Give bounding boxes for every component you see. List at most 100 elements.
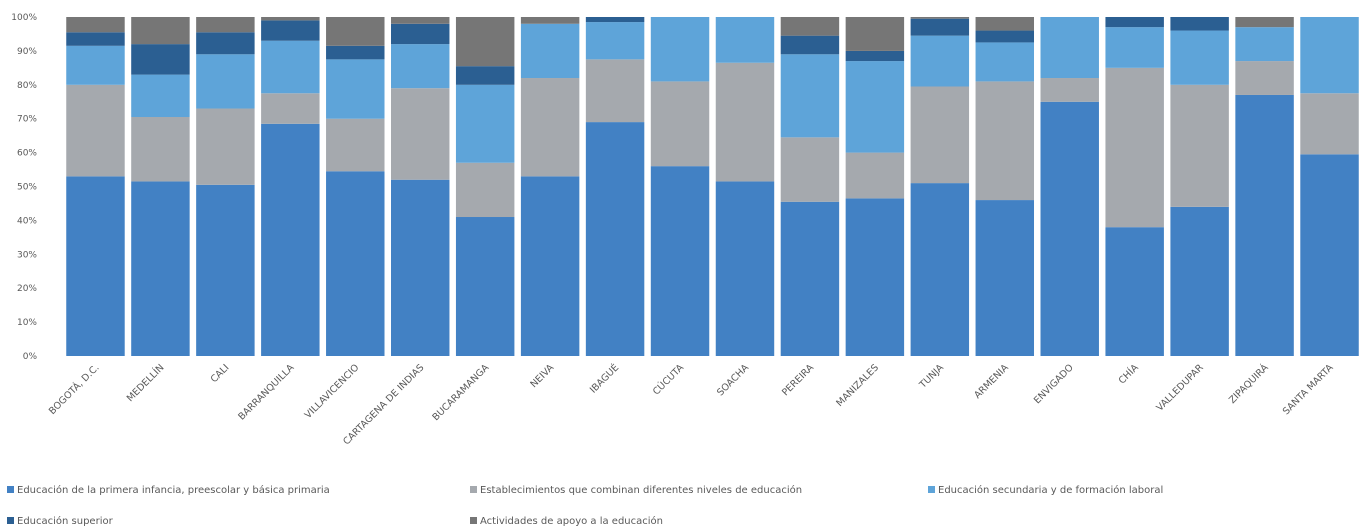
bar-column	[1300, 17, 1359, 356]
x-tick-label: ZIPAQUIRÁ	[1226, 361, 1271, 406]
y-tick-label: 10%	[17, 318, 37, 328]
bar-segment	[66, 17, 125, 33]
y-tick-label: 40%	[17, 216, 37, 226]
bar-segment	[780, 201, 840, 356]
x-tick-label: SOACHA	[715, 362, 751, 398]
bar-segment	[261, 40, 320, 94]
bar-segment	[910, 17, 970, 19]
bar-segment	[585, 122, 645, 356]
bar-column	[131, 17, 190, 356]
y-axis: 0% 10% 20% 30% 40% 50% 60% 70% 80% 90% 100%	[11, 13, 37, 362]
bar-segment	[585, 17, 645, 23]
bar-column	[1040, 17, 1099, 356]
y-tick-label: 80%	[17, 81, 37, 91]
x-tick-label: ARMENIA	[972, 362, 1011, 401]
bar-segment	[1105, 27, 1164, 68]
bar-column	[261, 17, 320, 356]
bar-segment	[326, 17, 385, 46]
bar-segment	[196, 54, 255, 109]
bar-segment	[975, 200, 1035, 356]
legend-label: Actividades de apoyo a la educación	[480, 515, 663, 527]
bar-segment	[1170, 84, 1229, 207]
bar-segment	[1235, 61, 1294, 95]
bar-segment	[1105, 227, 1164, 356]
bar-segment	[1300, 93, 1359, 155]
bar-segment	[391, 17, 450, 24]
legend-item: Educación de la primera infancia, preesc…	[7, 484, 330, 496]
bar-segment	[1040, 101, 1099, 356]
legend-label: Establecimientos que combinan diferentes…	[480, 484, 802, 496]
bar-segment	[585, 22, 645, 60]
bar-column	[520, 17, 580, 356]
bar-segment	[131, 17, 190, 45]
bar-segment	[650, 17, 710, 82]
bar-segment	[910, 86, 970, 184]
bar-segment	[455, 217, 515, 356]
x-tick-label: VILLAVICENCIO	[303, 362, 362, 421]
bar-segment	[975, 42, 1035, 82]
legend-item: Educación superior	[7, 515, 114, 527]
bar-segment	[910, 18, 970, 36]
bar-column	[66, 17, 125, 356]
bar-segment	[326, 171, 385, 356]
x-axis: BOGOTÁ, D.C. MEDELLÍN CALI BARRANQUILLA VILL…	[46, 361, 1336, 447]
bar-column	[1235, 17, 1294, 356]
legend-item: Establecimientos que combinan diferentes…	[470, 484, 802, 496]
bar-segment	[261, 93, 320, 124]
x-tick-label: CÚCUTA	[650, 361, 686, 397]
bar-segment	[715, 181, 775, 356]
bar-segment	[66, 176, 125, 356]
bar-segment	[650, 81, 710, 167]
y-tick-label: 30%	[17, 250, 37, 260]
y-tick-label: 0%	[23, 352, 38, 362]
bar-segment	[520, 176, 580, 356]
bar-segment	[1300, 154, 1359, 356]
bar-segment	[520, 17, 580, 24]
bar-segment	[845, 17, 905, 51]
bar-segment	[1235, 27, 1294, 62]
bar-segment	[845, 152, 905, 199]
bar-column	[780, 17, 840, 356]
bar-segment	[196, 184, 255, 356]
bar-segment	[391, 44, 450, 89]
bar-segment	[391, 23, 450, 45]
bar-column	[585, 17, 645, 356]
bar-segment	[780, 35, 840, 55]
x-tick-label: MANIZALES	[834, 362, 881, 409]
x-tick-label: TUNJA	[917, 362, 946, 391]
bar-column	[650, 17, 710, 356]
bar-segment	[585, 59, 645, 123]
bar-segment	[131, 117, 190, 182]
bar-segment	[196, 108, 255, 185]
x-tick-label: NEIVA	[528, 362, 556, 390]
bar-segment	[391, 179, 450, 356]
bar-segment	[326, 118, 385, 172]
legend-swatch	[470, 517, 477, 524]
bar-segment	[1040, 78, 1099, 102]
bar-segment	[455, 66, 515, 85]
bar-segment	[66, 84, 125, 177]
legend: Educación de la primera infancia, preesc…	[7, 484, 1163, 527]
bar-segment	[261, 20, 320, 41]
legend-label: Educación de la primera infancia, preesc…	[17, 484, 330, 496]
x-tick-label: BARRANQUILLA	[236, 362, 296, 422]
bar-segment	[326, 45, 385, 60]
bar-segment	[261, 123, 320, 356]
bar-segment	[1170, 30, 1229, 85]
legend-item: Educación secundaria y de formación labo…	[928, 484, 1163, 496]
bar-segment	[845, 198, 905, 356]
bar-segment	[66, 32, 125, 46]
x-tick-label: SANTA MARTA	[1281, 362, 1336, 417]
legend-swatch	[7, 486, 14, 493]
bar-segment	[1235, 94, 1294, 356]
legend-swatch	[470, 486, 477, 493]
bar-segment	[131, 74, 190, 118]
y-tick-label: 90%	[17, 47, 37, 57]
bar-segment	[455, 84, 515, 163]
bar-column	[391, 17, 450, 356]
x-tick-label: BOGOTÁ, D.C.	[46, 362, 101, 417]
bar-segment	[650, 166, 710, 356]
bar-segment	[845, 50, 905, 62]
legend-item: Actividades de apoyo a la educación	[470, 515, 663, 527]
bar-segment	[520, 23, 580, 79]
